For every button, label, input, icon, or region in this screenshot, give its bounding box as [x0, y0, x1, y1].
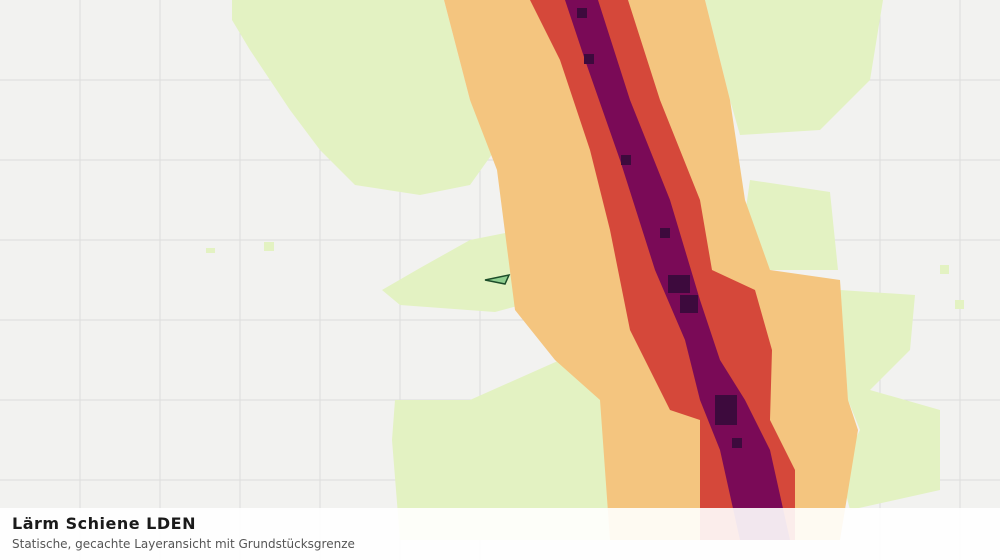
zone [264, 242, 274, 251]
zone [206, 248, 215, 253]
zone [584, 54, 594, 64]
zone [392, 340, 625, 540]
zone [745, 180, 838, 270]
zone [840, 290, 940, 510]
zone [668, 275, 690, 293]
caption: Lärm Schiene LDEN Statische, gecachte La… [0, 508, 1000, 560]
zone [732, 438, 742, 448]
map-subtitle: Statische, gecachte Layeransicht mit Gru… [12, 537, 355, 551]
zone [660, 228, 670, 238]
zone [232, 0, 495, 195]
zone [715, 395, 737, 425]
zone [577, 8, 587, 18]
zone [955, 300, 964, 309]
map-title: Lärm Schiene LDEN [12, 514, 196, 533]
zone [705, 0, 883, 135]
parcel-boundary [484, 273, 511, 285]
zone [680, 295, 698, 313]
zone [621, 155, 631, 165]
noise-zone-extreme [577, 8, 742, 448]
noise-zone-low [206, 0, 964, 540]
zone [940, 265, 949, 274]
zone [382, 228, 540, 312]
